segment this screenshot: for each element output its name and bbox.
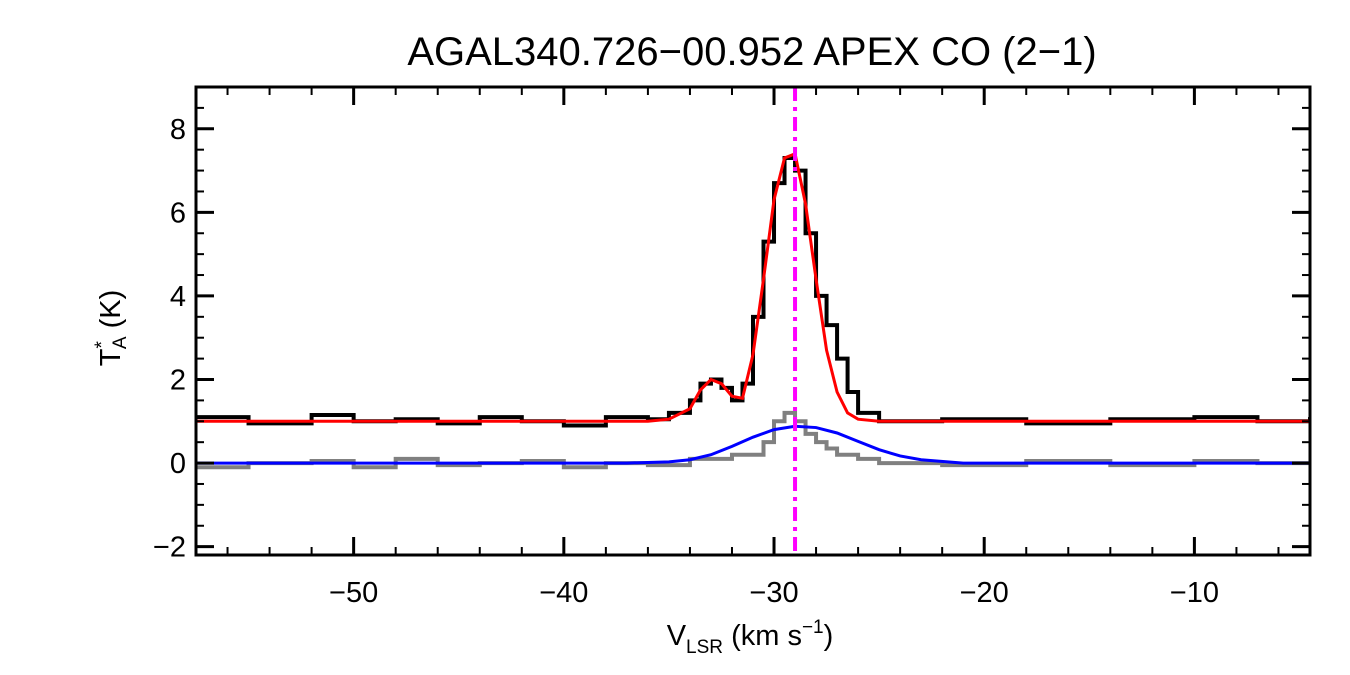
y-tick-label: −2 <box>153 532 186 564</box>
x-tick-label: −40 <box>539 577 588 609</box>
x-axis-label-sup: −1 <box>802 617 824 638</box>
series-line-3 <box>196 424 1310 465</box>
y-axis-label-sup: * <box>92 341 113 349</box>
y-tick-label: 2 <box>170 365 186 397</box>
y-tick-label: 6 <box>170 197 186 229</box>
y-axis-label-sub: A <box>110 336 131 349</box>
x-tick-label: −10 <box>1170 577 1219 609</box>
series-line-1 <box>196 410 1310 470</box>
y-axis-label-unit: (K) <box>95 290 127 337</box>
y-tick-label: 4 <box>170 281 186 313</box>
plot-area <box>196 87 1310 555</box>
y-axis-label: T*A (K) <box>92 290 131 367</box>
x-axis-label-unit: (km s <box>723 620 802 652</box>
series-line-2 <box>196 151 1310 423</box>
x-axis-label-close: ) <box>824 620 834 652</box>
y-axis-label-main: T <box>95 348 127 366</box>
x-tick-label: −50 <box>329 577 378 609</box>
y-tick-label: 8 <box>170 114 186 146</box>
x-axis-label: VLSR (km s−1) <box>667 617 834 658</box>
series-line-0 <box>196 156 1310 428</box>
y-tick-label: 0 <box>170 448 186 480</box>
chart-title: AGAL340.726−00.952 APEX CO (2−1) <box>407 30 1096 74</box>
x-tick-label: −30 <box>749 577 798 609</box>
x-axis-label-main: V <box>667 620 687 652</box>
y-axis-ticks: −2 0 2 4 6 8 <box>153 106 1310 564</box>
x-axis-label-sub: LSR <box>686 637 723 658</box>
plot-frame <box>194 85 1312 557</box>
x-tick-label: −20 <box>960 577 1009 609</box>
